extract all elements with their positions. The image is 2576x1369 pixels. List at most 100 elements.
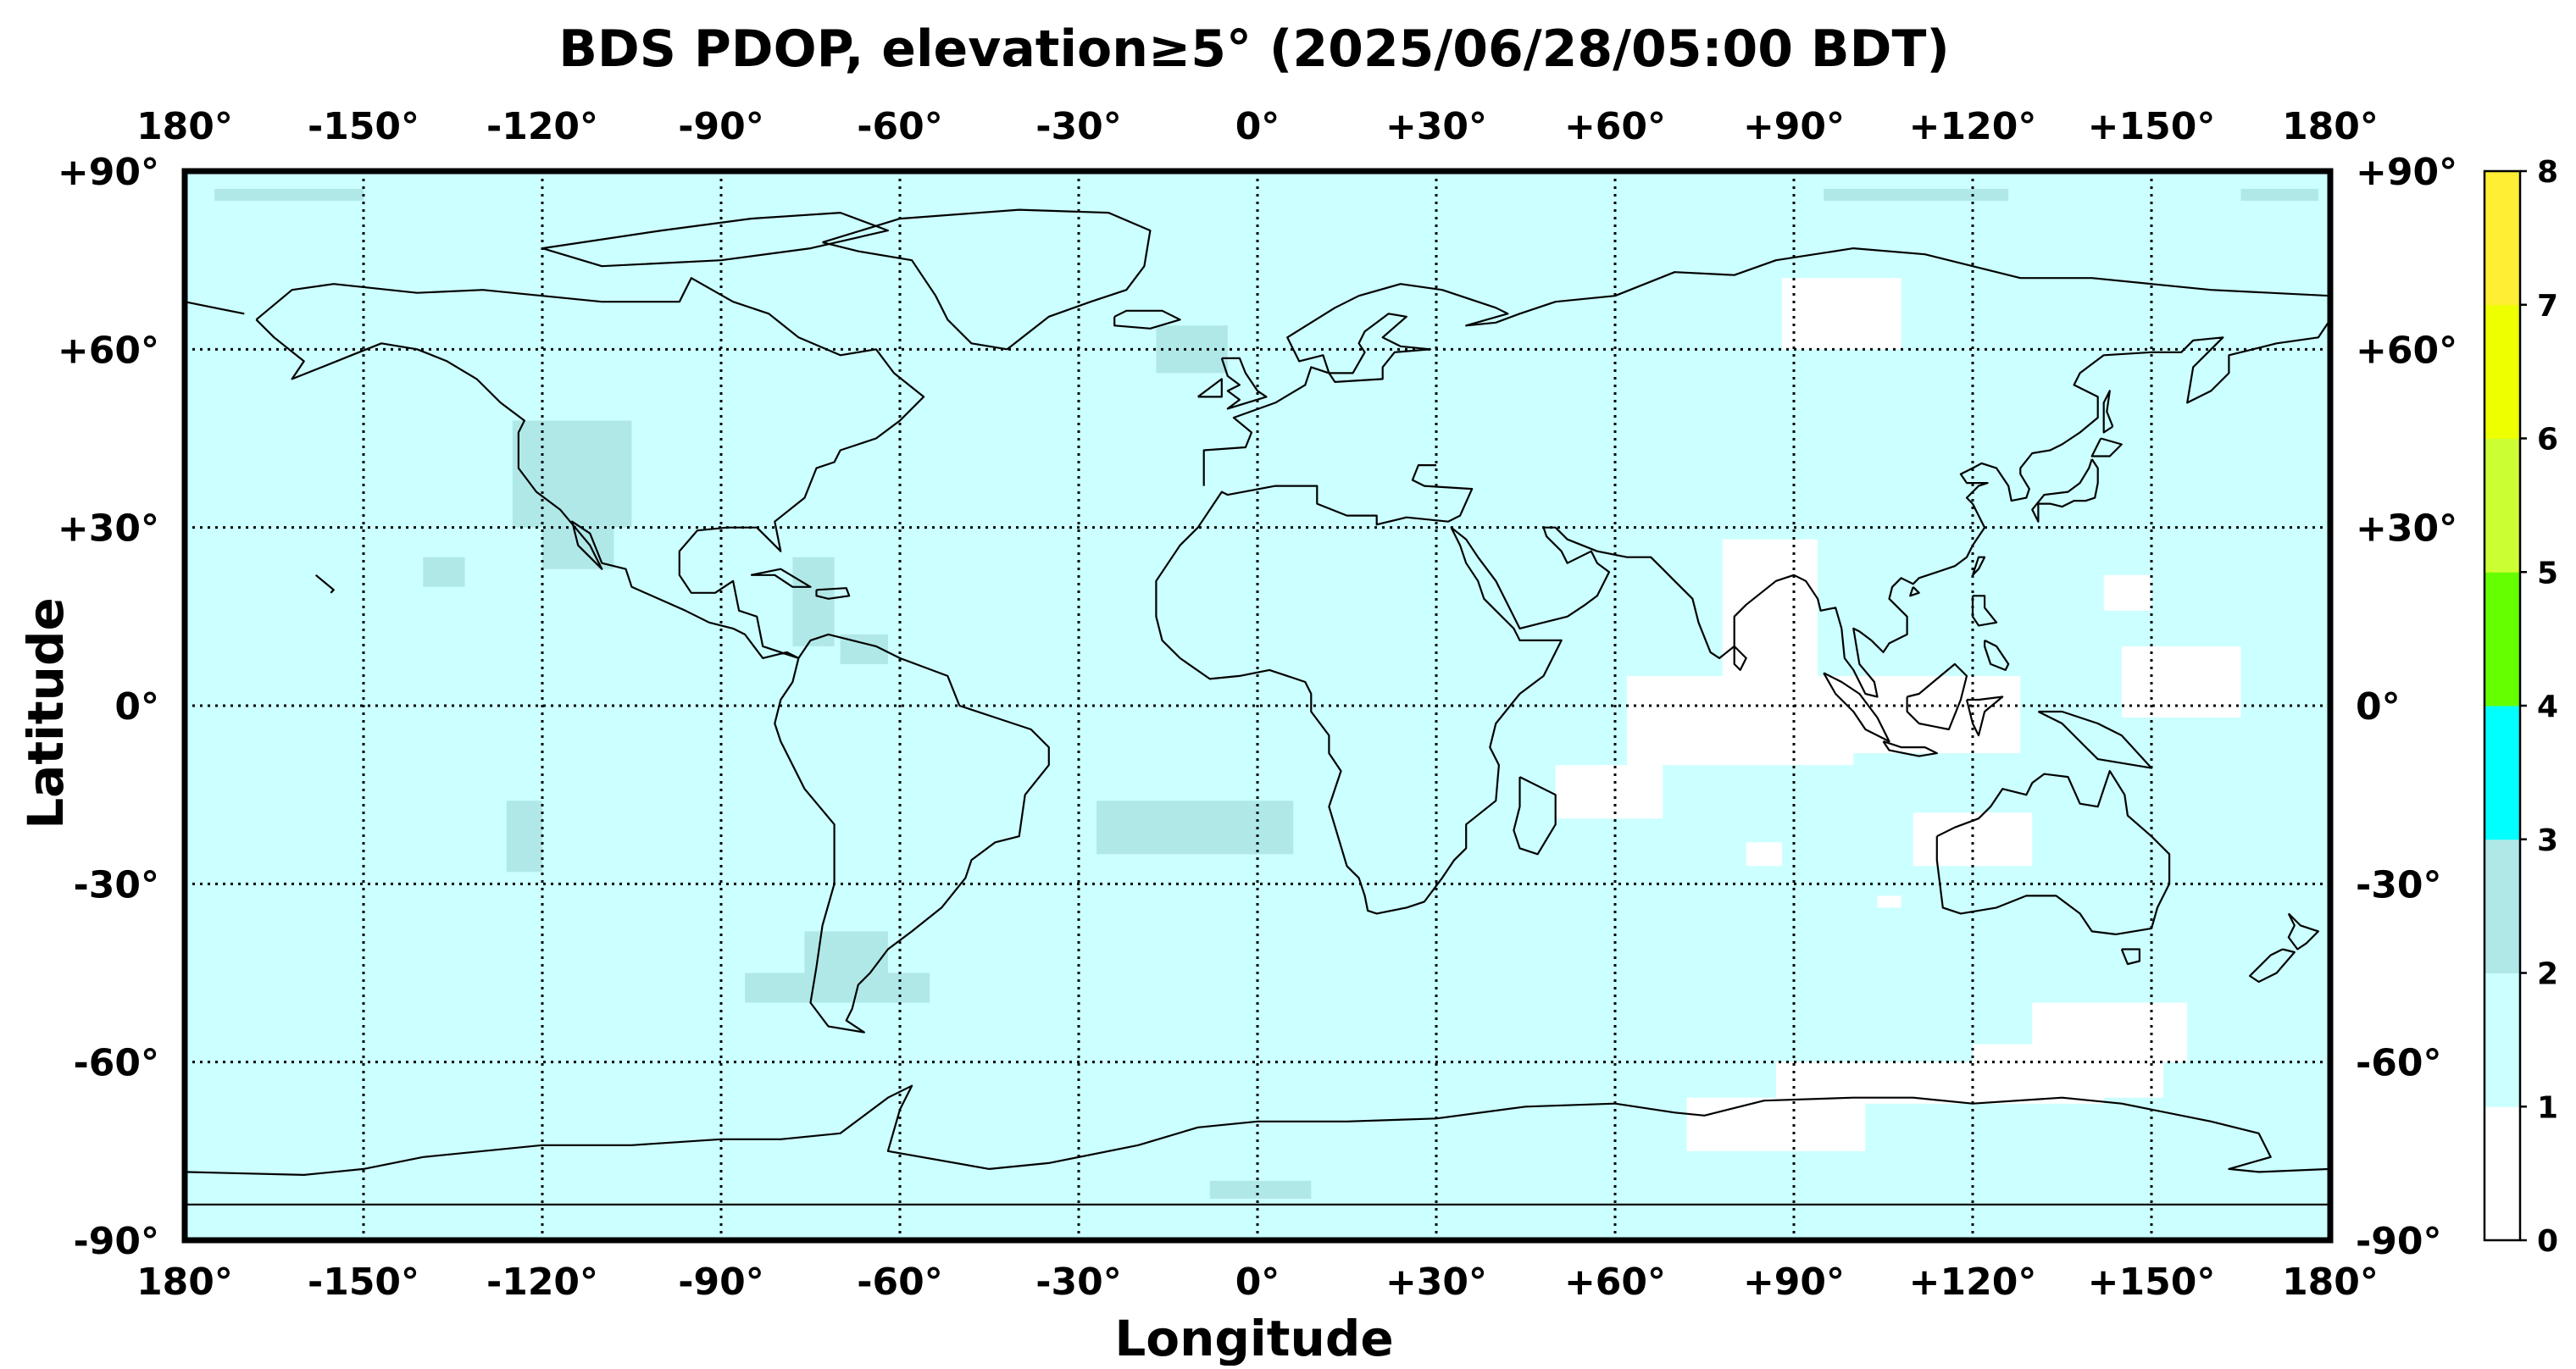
coastline bbox=[1965, 696, 2004, 737]
lon-tick-label-top: +120° bbox=[1909, 105, 2037, 148]
pdop-region bbox=[1096, 801, 1294, 855]
colorbar-tick-label: 3 bbox=[2537, 823, 2558, 858]
coastline bbox=[1971, 595, 1998, 627]
lat-tick-label-right: +90° bbox=[2356, 151, 2457, 194]
coastline bbox=[2090, 437, 2123, 457]
colorbar-tick-label: 2 bbox=[2537, 957, 2558, 992]
lon-tick-label-bottom: +150° bbox=[2088, 1261, 2216, 1304]
lon-tick-label-bottom: +30° bbox=[1385, 1261, 1487, 1304]
lon-tick-label-top: +90° bbox=[1743, 105, 1845, 148]
colorbar-segment bbox=[2484, 1106, 2520, 1241]
lon-tick-label-bottom: +120° bbox=[1909, 1261, 2037, 1304]
coastline bbox=[2120, 948, 2140, 966]
pdop-region bbox=[2240, 189, 2318, 202]
lat-tick-label-left: 0° bbox=[114, 685, 159, 729]
coastline bbox=[1823, 672, 1890, 743]
lat-tick-label-left: +60° bbox=[58, 329, 159, 372]
y-axis-label: Latitude bbox=[17, 597, 75, 829]
coastline bbox=[2249, 948, 2296, 984]
colorbar-tick-label: 1 bbox=[2537, 1090, 2558, 1125]
pdop-region bbox=[1627, 675, 1854, 766]
lon-tick-label-bottom: -60° bbox=[857, 1261, 943, 1304]
map-axes: 180° 180° -150° -150° -120° -120° -90° -90° -60°… bbox=[58, 105, 2457, 1304]
pdop-region bbox=[423, 557, 465, 587]
colorbar-tick-label: 6 bbox=[2537, 423, 2558, 457]
map-plot-area bbox=[181, 168, 2334, 1244]
lon-tick-label-bottom: -90° bbox=[678, 1261, 764, 1304]
coastline bbox=[314, 574, 335, 594]
lon-tick-label-bottom: 180° bbox=[136, 1261, 233, 1304]
coastline bbox=[255, 277, 1050, 1034]
pdop-region bbox=[1555, 765, 1663, 819]
coastline bbox=[2031, 458, 2099, 523]
coastline bbox=[2287, 912, 2319, 951]
pdop-region bbox=[792, 557, 835, 646]
pdop-region bbox=[2103, 574, 2151, 611]
pdop-region bbox=[1841, 675, 2021, 754]
colorbar-segment bbox=[2484, 304, 2520, 439]
pdop-region bbox=[1775, 1061, 2104, 1104]
lon-tick-label-bottom: +60° bbox=[1564, 1261, 1666, 1304]
colorbar-segment bbox=[2484, 839, 2520, 973]
lon-tick-label-bottom: +90° bbox=[1743, 1261, 1845, 1304]
lon-tick-label-top: 180° bbox=[136, 105, 233, 148]
lon-tick-label-top: -30° bbox=[1035, 105, 1122, 148]
pdop-region bbox=[745, 973, 930, 1003]
coastline bbox=[184, 301, 245, 315]
lon-tick-label-top: +150° bbox=[2088, 105, 2216, 148]
colorbar-segment bbox=[2484, 171, 2520, 306]
colorbar-tick-label: 4 bbox=[2537, 690, 2558, 724]
lat-tick-label-left: -30° bbox=[74, 863, 160, 906]
coastline bbox=[1513, 776, 1557, 856]
colorbar-segment bbox=[2484, 706, 2520, 840]
colorbar-tick-label: 7 bbox=[2537, 289, 2558, 324]
x-axis-label: Longitude bbox=[1114, 1310, 1393, 1366]
lon-tick-label-top: 180° bbox=[2282, 105, 2379, 148]
coastline bbox=[2037, 710, 2153, 769]
colorbar-segment bbox=[2484, 973, 2520, 1107]
coastline bbox=[1906, 662, 1968, 731]
lon-tick-label-bottom: -120° bbox=[486, 1261, 598, 1304]
pdop-region bbox=[214, 189, 364, 202]
pdop-region bbox=[1824, 189, 2009, 202]
lat-tick-label-left: -90° bbox=[74, 1220, 160, 1263]
lon-tick-label-top: +30° bbox=[1385, 105, 1487, 148]
coastline bbox=[1984, 639, 2010, 671]
lon-tick-label-top: -120° bbox=[486, 105, 598, 148]
lat-tick-label-left: +90° bbox=[58, 151, 159, 194]
lat-tick-label-right: 0° bbox=[2356, 685, 2401, 729]
lon-tick-label-top: +60° bbox=[1564, 105, 1666, 148]
pdop-region bbox=[1686, 1097, 1866, 1151]
lon-tick-label-top: -60° bbox=[857, 105, 943, 148]
lon-tick-label-bottom: -30° bbox=[1035, 1261, 1122, 1304]
pdop-region bbox=[1746, 842, 1782, 867]
coastline bbox=[2102, 390, 2114, 434]
coastline bbox=[1202, 247, 2331, 486]
colorbar-tick-label: 0 bbox=[2537, 1224, 2558, 1259]
coastline bbox=[1220, 357, 1268, 410]
pdop-region bbox=[1877, 895, 1901, 908]
colorbar-tick-label: 8 bbox=[2537, 155, 2558, 190]
lat-tick-label-right: -60° bbox=[2356, 1042, 2442, 1085]
coastline bbox=[1882, 740, 1938, 757]
coastline bbox=[184, 1084, 2331, 1176]
lon-tick-label-top: -150° bbox=[308, 105, 419, 148]
pdop-region bbox=[1209, 1180, 1312, 1199]
coastline bbox=[1197, 378, 1223, 398]
map-title: BDS PDOP, elevation≥5° (2025/06/28/05:00… bbox=[558, 19, 1950, 79]
lon-tick-label-bottom: 180° bbox=[2282, 1261, 2379, 1304]
pdop-region bbox=[1722, 539, 1818, 682]
map-frame bbox=[181, 168, 2334, 1244]
coastline bbox=[750, 568, 812, 588]
lon-tick-label-bottom: -150° bbox=[308, 1261, 419, 1304]
coastline bbox=[541, 212, 889, 268]
coastline bbox=[1971, 556, 1986, 576]
coastline bbox=[1909, 586, 1920, 597]
colorbar-tick-label: 5 bbox=[2537, 556, 2558, 590]
lat-tick-label-left: -60° bbox=[74, 1042, 160, 1085]
pdop-colorbar: 0 1 2 3 4 5 6 7 8 bbox=[2483, 155, 2558, 1259]
lon-tick-label-top: 0° bbox=[1235, 105, 1280, 148]
lat-tick-label-right: -90° bbox=[2356, 1220, 2442, 1263]
lat-tick-label-right: +30° bbox=[2356, 507, 2457, 551]
